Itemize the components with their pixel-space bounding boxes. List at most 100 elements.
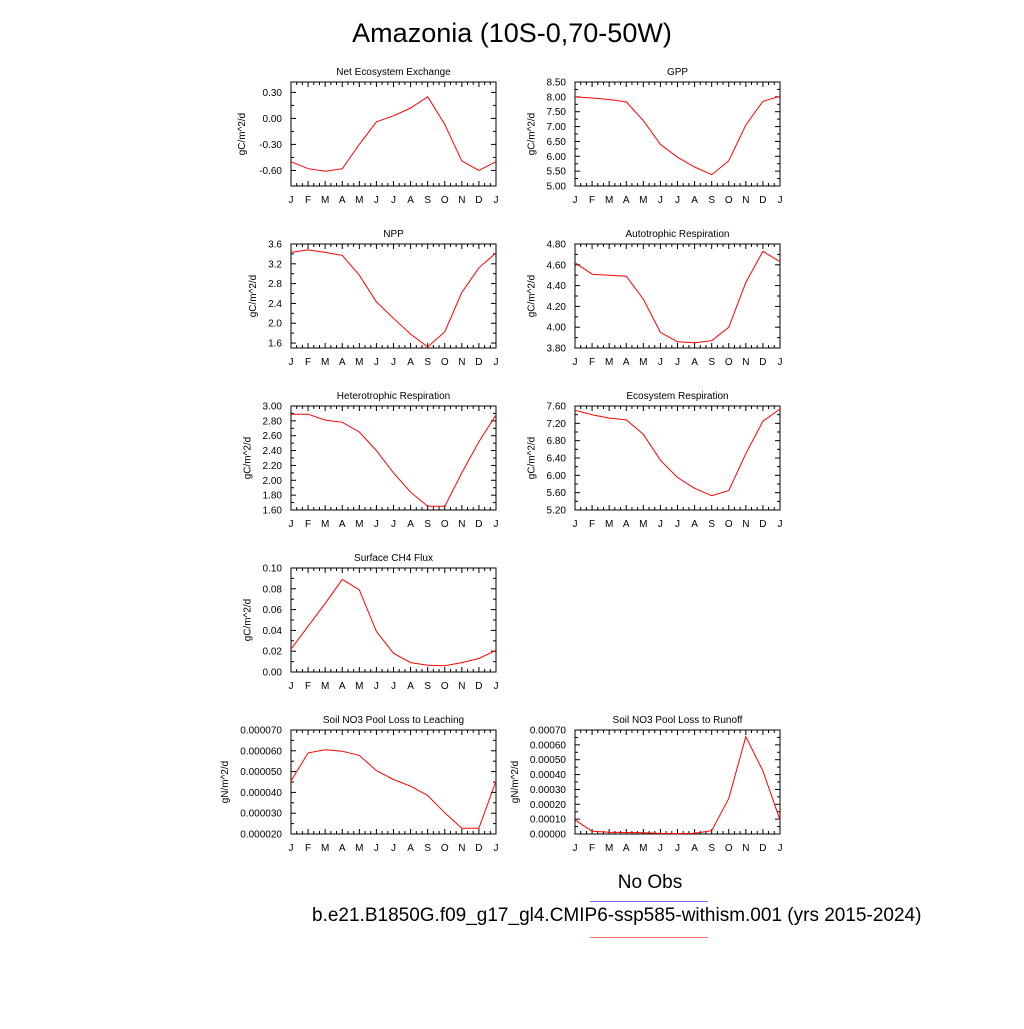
y-tick-label: 0.08 — [263, 584, 283, 595]
y-axis-label: gN/m^2/d — [220, 761, 231, 804]
x-tick-label: D — [759, 843, 766, 854]
x-tick-label: M — [321, 843, 329, 854]
plot-frame — [290, 567, 497, 673]
y-tick-label: 4.60 — [547, 260, 567, 271]
plot-frame — [574, 405, 781, 511]
y-tick-label: 0.06 — [263, 605, 283, 616]
y-tick-label: 8.50 — [547, 78, 567, 89]
x-tick-label: S — [708, 843, 715, 854]
y-tick-label: 0.00010 — [530, 815, 567, 826]
y-tick-label: 2.00 — [263, 476, 283, 487]
x-tick-label: J — [573, 195, 578, 206]
x-tick-label: F — [305, 195, 311, 206]
legend-model-label: b.e21.B1850G.f09_g17_gl4.CMIP6-ssp585-wi… — [312, 905, 922, 926]
x-tick-label: M — [355, 843, 363, 854]
y-tick-label: 6.80 — [547, 436, 567, 447]
y-tick-label: 5.60 — [547, 488, 567, 499]
x-tick-label: M — [321, 357, 329, 368]
x-tick-label: M — [321, 519, 329, 530]
x-tick-label: M — [355, 357, 363, 368]
x-tick-label: A — [623, 843, 630, 854]
chart-title: GPP — [667, 67, 688, 78]
x-tick-label: J — [391, 357, 396, 368]
y-tick-label: 5.20 — [547, 506, 567, 517]
x-tick-label: D — [475, 519, 482, 530]
x-tick-label: A — [339, 357, 346, 368]
y-tick-label: 2.0 — [268, 319, 282, 330]
y-tick-label: 7.00 — [547, 122, 567, 133]
x-tick-label: J — [289, 519, 294, 530]
x-tick-label: O — [441, 357, 449, 368]
y-tick-label: 0.30 — [263, 88, 283, 99]
x-tick-label: J — [374, 681, 379, 692]
y-tick-label: 0.000020 — [240, 830, 282, 841]
chart-title: Surface CH4 Flux — [354, 553, 433, 564]
x-tick-label: J — [391, 681, 396, 692]
x-tick-label: M — [355, 195, 363, 206]
x-tick-label: S — [424, 195, 431, 206]
page-title: Amazonia (10S-0,70-50W) — [352, 18, 672, 48]
legend-obs-label: No Obs — [617, 872, 683, 893]
chart-title: Autotrophic Respiration — [626, 229, 730, 240]
x-tick-label: O — [441, 681, 449, 692]
x-tick-label: J — [391, 519, 396, 530]
x-tick-label: O — [441, 519, 449, 530]
x-tick-label: F — [305, 843, 311, 854]
series-line — [574, 250, 781, 344]
y-tick-label: 0.000060 — [240, 746, 282, 757]
y-tick-label: 0.02 — [263, 647, 283, 658]
x-tick-label: M — [605, 843, 613, 854]
x-tick-label: S — [708, 195, 715, 206]
y-tick-label: 3.80 — [547, 344, 567, 355]
x-tick-label: D — [759, 519, 766, 530]
x-tick-label: F — [305, 681, 311, 692]
plot-frame — [574, 81, 781, 187]
x-tick-label: J — [778, 519, 783, 530]
y-tick-label: 3.2 — [268, 259, 282, 270]
y-axis-label: gC/m^2/d — [248, 275, 259, 318]
x-tick-label: A — [691, 357, 698, 368]
x-tick-label: M — [605, 357, 613, 368]
x-tick-label: O — [725, 357, 733, 368]
x-tick-label: F — [305, 519, 311, 530]
y-tick-label: 0.00020 — [530, 800, 567, 811]
chart-title: Soil NO3 Pool Loss to Leaching — [323, 715, 464, 726]
x-tick-label: M — [321, 681, 329, 692]
series-line — [290, 578, 497, 667]
x-tick-label: J — [391, 195, 396, 206]
plot-frame — [574, 243, 781, 349]
y-tick-label: 0.00 — [263, 114, 283, 125]
x-tick-label: A — [407, 681, 414, 692]
x-tick-label: M — [355, 519, 363, 530]
x-tick-label: S — [424, 843, 431, 854]
x-tick-label: J — [374, 195, 379, 206]
y-tick-label: 2.8 — [268, 279, 282, 290]
x-tick-label: S — [424, 357, 431, 368]
y-tick-label: 0.00000 — [530, 830, 567, 841]
x-tick-label: O — [441, 195, 449, 206]
x-tick-label: N — [458, 357, 465, 368]
y-tick-label: 1.60 — [263, 506, 283, 517]
x-tick-label: J — [289, 681, 294, 692]
x-tick-label: J — [778, 843, 783, 854]
y-tick-label: 4.40 — [547, 281, 567, 292]
y-tick-label: -0.60 — [259, 166, 282, 177]
plot-frame — [290, 243, 497, 349]
y-tick-label: 5.00 — [547, 182, 567, 193]
x-tick-label: J — [289, 195, 294, 206]
y-tick-label: 1.80 — [263, 491, 283, 502]
x-tick-label: J — [374, 519, 379, 530]
x-tick-label: A — [623, 195, 630, 206]
x-tick-label: J — [778, 195, 783, 206]
y-tick-label: 2.80 — [263, 416, 283, 427]
series-line — [290, 249, 497, 348]
x-tick-label: D — [475, 843, 482, 854]
x-tick-label: J — [494, 195, 499, 206]
y-tick-label: 8.00 — [547, 92, 567, 103]
